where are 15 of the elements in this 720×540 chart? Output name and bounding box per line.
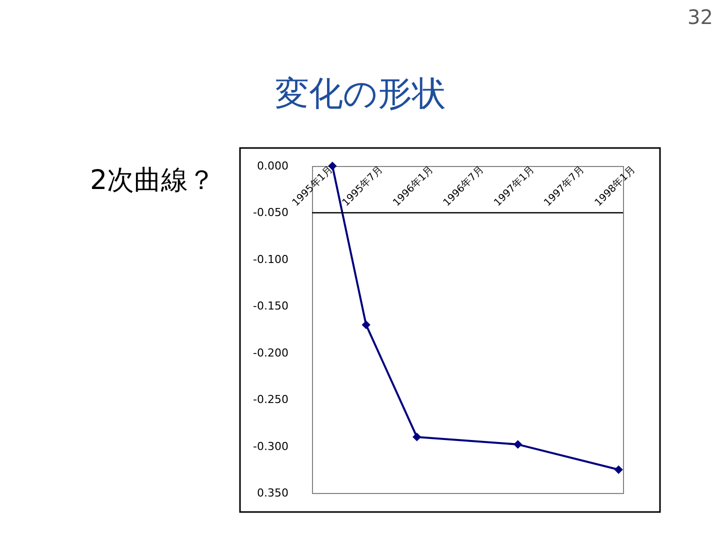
point — [514, 440, 522, 449]
chart-title: 変化の形状 — [275, 74, 446, 114]
point — [412, 432, 422, 442]
point — [614, 465, 623, 474]
y-tick-label: 0.000 — [257, 160, 288, 172]
y-tick-label: -0.250 — [253, 393, 288, 406]
y-tick-label: 0.350 — [257, 486, 288, 500]
text: 2次曲線？ — [90, 165, 216, 196]
y-tick-label: -0.200 — [253, 346, 288, 360]
point — [362, 320, 370, 330]
text: 32 — [688, 5, 713, 29]
y-tick-label: -0.050 — [253, 206, 288, 220]
y-tick-label: -0.100 — [253, 252, 288, 266]
y-tick-label: -0.150 — [253, 300, 288, 313]
y-tick-label: -0.300 — [253, 440, 288, 453]
